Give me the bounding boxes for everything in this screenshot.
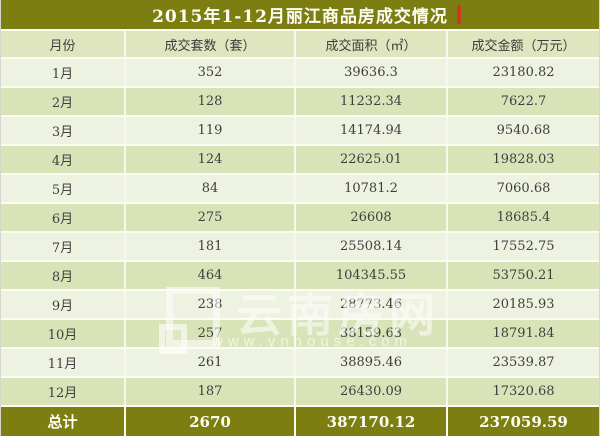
table-row: 3月 119 14174.94 9540.68 — [1, 115, 599, 144]
amount-cell: 17320.68 — [492, 384, 555, 399]
amount-cell: 20185.93 — [492, 297, 555, 312]
table-total-row: 总计 2670 387170.12 237059.59 — [1, 405, 599, 436]
column-header-amount: 成交金额（万元） — [471, 38, 576, 54]
month-cell: 5月 — [1, 175, 126, 202]
area-cell: 22625.01 — [296, 146, 448, 173]
month-cell: 12月 — [1, 378, 126, 405]
area-cell: 10781.2 — [296, 175, 448, 202]
area-cell: 38159.63 — [296, 320, 448, 347]
month-cell: 2月 — [1, 88, 126, 115]
table-row: 1月 352 39636.3 23180.82 — [1, 57, 599, 86]
column-header-month: 月份 — [1, 31, 126, 57]
table-row: 9月 238 28773.46 20185.93 — [1, 289, 599, 318]
area-cell: 39636.3 — [296, 59, 448, 86]
amount-cell: 23180.82 — [492, 65, 555, 80]
month-cell: 10月 — [1, 320, 126, 347]
area-cell: 38895.46 — [296, 349, 448, 376]
area-cell: 25508.14 — [296, 233, 448, 260]
table-header-row: 月份 成交套数（套） 成交面积（㎡） 成交金额（万元） — [1, 29, 599, 57]
table-row: 5月 84 10781.2 7060.68 — [1, 173, 599, 202]
amount-cell: 17552.75 — [492, 239, 555, 254]
red-cursor-mark — [457, 5, 461, 24]
table-row: 6月 275 26608 18685.4 — [1, 202, 599, 231]
amount-cell: 19828.03 — [492, 152, 555, 167]
amount-cell: 53750.21 — [492, 268, 555, 283]
month-cell: 6月 — [1, 204, 126, 231]
table-row: 11月 261 38895.46 23539.87 — [1, 347, 599, 376]
units-cell: 128 — [126, 88, 296, 115]
table-row: 8月 464 104345.55 53750.21 — [1, 260, 599, 289]
units-cell: 119 — [126, 117, 296, 144]
table-body: 1月 352 39636.3 23180.82 2月 128 11232.34 … — [1, 57, 599, 405]
table-row: 7月 181 25508.14 17552.75 — [1, 231, 599, 260]
units-cell: 187 — [126, 378, 296, 405]
area-cell: 11232.34 — [296, 88, 448, 115]
month-cell: 9月 — [1, 291, 126, 318]
column-header-units: 成交套数（套） — [126, 31, 296, 57]
units-cell: 261 — [126, 349, 296, 376]
units-cell: 124 — [126, 146, 296, 173]
table-row: 10月 257 38159.63 18791.84 — [1, 318, 599, 347]
total-area-cell: 387170.12 — [296, 407, 448, 436]
month-cell: 11月 — [1, 349, 126, 376]
units-cell: 238 — [126, 291, 296, 318]
month-cell: 7月 — [1, 233, 126, 260]
units-cell: 275 — [126, 204, 296, 231]
units-cell: 352 — [126, 59, 296, 86]
amount-cell: 7060.68 — [496, 181, 551, 196]
units-cell: 181 — [126, 233, 296, 260]
month-cell: 8月 — [1, 262, 126, 289]
month-cell: 3月 — [1, 117, 126, 144]
area-cell: 26608 — [296, 204, 448, 231]
column-header-area: 成交面积（㎡） — [296, 31, 448, 57]
amount-cell: 18685.4 — [496, 210, 551, 225]
table-title-bar: 2015年1-12月丽江商品房成交情况 — [1, 0, 599, 29]
table-row: 4月 124 22625.01 19828.03 — [1, 144, 599, 173]
total-amount-cell: 237059.59 — [479, 412, 568, 431]
area-cell: 26430.09 — [296, 378, 448, 405]
units-cell: 464 — [126, 262, 296, 289]
total-label-cell: 总计 — [1, 407, 126, 436]
table-title: 2015年1-12月丽江商品房成交情况 — [152, 7, 448, 27]
amount-cell: 23539.87 — [492, 355, 555, 370]
units-cell: 257 — [126, 320, 296, 347]
area-cell: 14174.94 — [296, 117, 448, 144]
area-cell: 104345.55 — [296, 262, 448, 289]
amount-cell: 7622.7 — [500, 94, 547, 109]
table-row: 2月 128 11232.34 7622.7 — [1, 86, 599, 115]
month-cell: 4月 — [1, 146, 126, 173]
month-cell: 1月 — [1, 59, 126, 86]
units-cell: 84 — [126, 175, 296, 202]
amount-cell: 9540.68 — [496, 123, 551, 138]
total-units-cell: 2670 — [126, 407, 296, 436]
table-row: 12月 187 26430.09 17320.68 — [1, 376, 599, 405]
amount-cell: 18791.84 — [492, 326, 555, 341]
area-cell: 28773.46 — [296, 291, 448, 318]
